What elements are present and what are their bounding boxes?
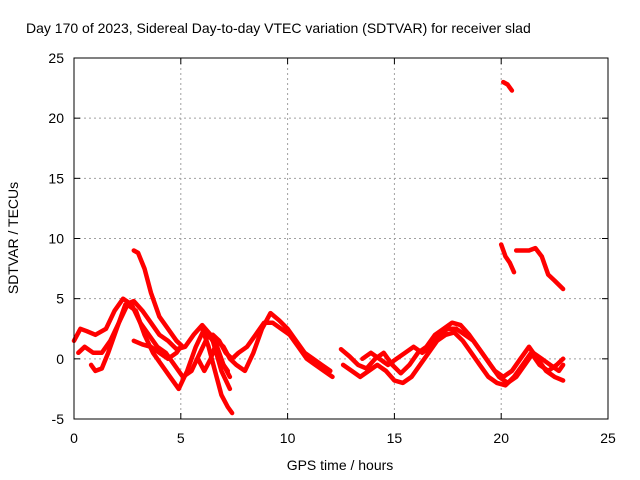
x-tick-label: 20 (493, 430, 509, 446)
y-tick-label: 15 (48, 170, 64, 186)
series-track-c (88, 298, 231, 374)
series-track-m (513, 245, 566, 292)
y-tick-label: 10 (48, 231, 64, 247)
x-tick-label: 15 (387, 430, 403, 446)
series-track-n (501, 79, 515, 93)
series-track-k (360, 326, 566, 386)
series-track-f (199, 326, 235, 416)
x-tick-label: 0 (70, 430, 78, 446)
y-axis-label: SDTVAR / TECUs (5, 182, 21, 294)
x-tick-label: 5 (177, 430, 185, 446)
y-tick-label: 20 (48, 110, 64, 126)
data-series (71, 79, 566, 416)
series-track-e (131, 338, 184, 362)
y-tick-label: 25 (48, 50, 64, 66)
x-tick-label: 25 (600, 430, 616, 446)
chart-title: Day 170 of 2023, Sidereal Day-to-day VTE… (26, 20, 531, 36)
axis-ticks: 0 5 10 15 20 25 -5 0 5 10 15 20 25 (48, 50, 616, 446)
y-tick-label: 0 (56, 351, 64, 367)
y-tick-label: 5 (56, 291, 64, 307)
series-track-g (195, 310, 333, 374)
series-track-l (498, 242, 517, 275)
series-track-d (131, 248, 186, 350)
x-tick-label: 10 (280, 430, 296, 446)
x-axis-label: GPS time / hours (287, 457, 394, 473)
y-tick-label: -5 (52, 411, 65, 427)
series-track-h (210, 320, 335, 380)
